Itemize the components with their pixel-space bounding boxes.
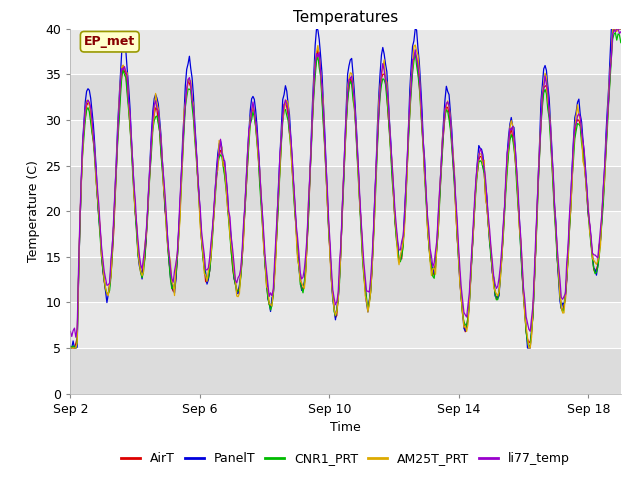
Bar — [70, 348, 621, 394]
Bar — [70, 74, 621, 120]
Bar — [70, 211, 621, 257]
X-axis label: Time: Time — [330, 421, 361, 434]
Legend: AirT, PanelT, CNR1_PRT, AM25T_PRT, li77_temp: AirT, PanelT, CNR1_PRT, AM25T_PRT, li77_… — [116, 447, 575, 470]
Bar — [70, 120, 621, 166]
Bar — [70, 166, 621, 211]
Bar — [70, 257, 621, 302]
Title: Temperatures: Temperatures — [293, 10, 398, 25]
Y-axis label: Temperature (C): Temperature (C) — [27, 160, 40, 262]
Text: EP_met: EP_met — [84, 35, 136, 48]
Bar — [70, 29, 621, 74]
Bar — [70, 302, 621, 348]
